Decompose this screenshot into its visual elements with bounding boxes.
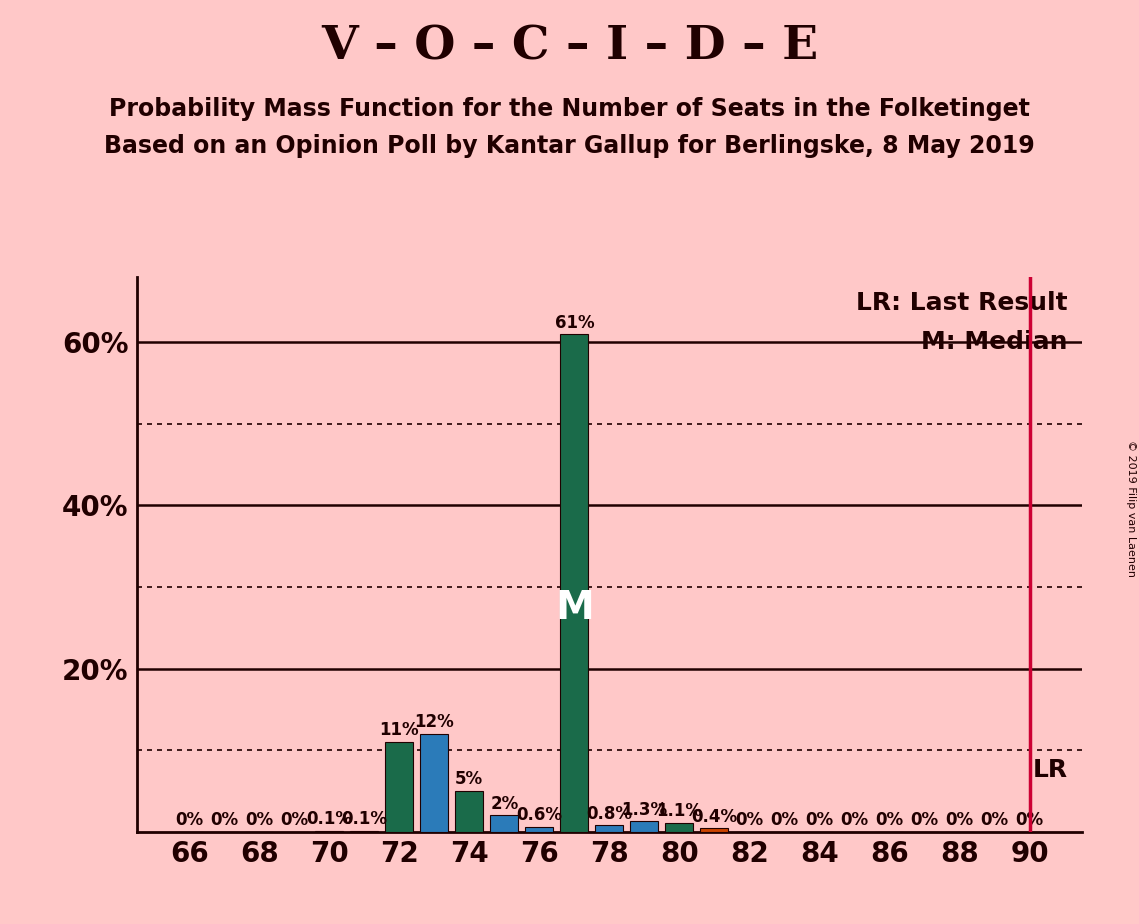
- Bar: [665, 822, 694, 832]
- Text: 0%: 0%: [770, 811, 798, 829]
- Text: 12%: 12%: [415, 713, 454, 731]
- Text: LR: Last Result: LR: Last Result: [857, 291, 1068, 315]
- Text: 1.1%: 1.1%: [656, 802, 703, 821]
- Bar: [385, 742, 413, 832]
- Text: Based on an Opinion Poll by Kantar Gallup for Berlingske, 8 May 2019: Based on an Opinion Poll by Kantar Gallu…: [104, 134, 1035, 158]
- Text: 0%: 0%: [736, 811, 763, 829]
- Text: Probability Mass Function for the Number of Seats in the Folketinget: Probability Mass Function for the Number…: [109, 97, 1030, 121]
- Text: 0.1%: 0.1%: [342, 810, 387, 828]
- Bar: [490, 815, 518, 832]
- Text: 5%: 5%: [456, 771, 483, 788]
- Text: 61%: 61%: [555, 314, 595, 332]
- Text: 0%: 0%: [910, 811, 939, 829]
- Text: 0%: 0%: [805, 811, 834, 829]
- Text: V – O – C – I – D – E: V – O – C – I – D – E: [321, 23, 818, 69]
- Text: 0%: 0%: [876, 811, 903, 829]
- Text: 0.1%: 0.1%: [306, 810, 352, 828]
- Bar: [630, 821, 658, 832]
- Text: 1.3%: 1.3%: [621, 800, 667, 819]
- Text: 0.4%: 0.4%: [691, 808, 737, 826]
- Bar: [560, 334, 589, 832]
- Bar: [700, 828, 729, 832]
- Text: 2%: 2%: [490, 795, 518, 813]
- Bar: [596, 825, 623, 832]
- Text: LR: LR: [1033, 759, 1068, 783]
- Text: 0%: 0%: [841, 811, 869, 829]
- Text: 0%: 0%: [945, 811, 974, 829]
- Text: M: Median: M: Median: [921, 330, 1068, 354]
- Bar: [525, 827, 554, 832]
- Text: M: M: [555, 589, 593, 626]
- Text: 0%: 0%: [981, 811, 1008, 829]
- Bar: [420, 734, 449, 832]
- Text: 0%: 0%: [245, 811, 273, 829]
- Text: 11%: 11%: [379, 722, 419, 739]
- Text: 0.8%: 0.8%: [587, 805, 632, 822]
- Text: 0%: 0%: [211, 811, 238, 829]
- Text: 0.6%: 0.6%: [516, 807, 563, 824]
- Text: 0%: 0%: [1016, 811, 1043, 829]
- Text: © 2019 Filip van Laenen: © 2019 Filip van Laenen: [1126, 440, 1136, 577]
- Bar: [456, 791, 483, 832]
- Text: 0%: 0%: [175, 811, 203, 829]
- Text: 0%: 0%: [280, 811, 309, 829]
